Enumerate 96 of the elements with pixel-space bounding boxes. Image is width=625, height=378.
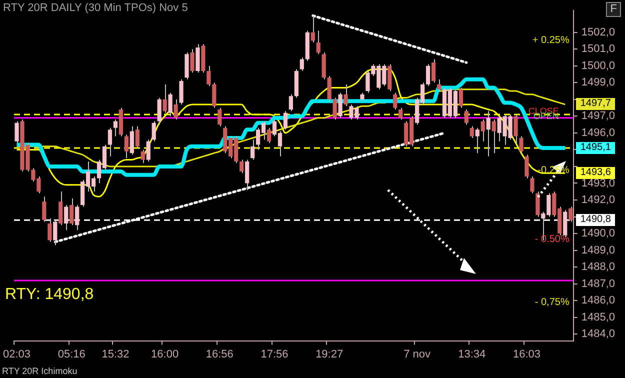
annotation: 1497,7 [576,98,615,110]
candlestick [58,191,63,226]
candlestick [393,92,398,110]
candlestick [240,159,244,174]
candlestick [70,198,74,226]
y-tick-label: 1502,0 [581,26,616,38]
candlestick [190,48,194,74]
annotation: 1495,1 [576,142,615,154]
y-tick-label: 1486,0 [581,294,616,307]
annotation: RTY: 1490,8 [5,286,94,303]
x-tick-label: 15:32 [102,348,130,360]
candlestick [212,82,216,108]
candlestick [310,15,315,43]
candlestick [146,139,150,162]
candlestick [536,191,540,218]
candlestick [464,108,468,126]
candlestick [530,176,534,194]
x-tick-label: 7 nov [404,348,432,360]
x-tick-label: 02:03 [3,348,31,360]
annotation: + 0.25% [532,35,570,46]
y-tick-label: 1488,0 [581,261,616,274]
y-tick-label: 1487,0 [581,278,616,290]
x-tick-label: 16:00 [151,348,179,360]
candlestick [42,196,46,222]
candlestick [519,136,524,154]
candlestick [398,107,403,120]
candlestick [300,57,304,72]
candlestick [14,120,19,144]
y-tick-label: 1484,0 [581,328,616,340]
candlestick [568,206,573,222]
candlestick [338,92,342,118]
candlestick [322,52,326,80]
candlestick [184,52,189,80]
candlestick [470,126,474,138]
candlestick [162,84,167,114]
candlestick [130,126,134,156]
annotation: - 0.50% [534,234,570,245]
candlestick [206,65,211,87]
x-tick-label: 05:16 [58,348,86,360]
y-tick-label: 1496,0 [581,126,616,139]
candlestick [135,126,140,149]
x-tick-label: 19:27 [316,348,344,360]
y-tick-label: 1499,0 [581,76,616,89]
candlestick [316,30,320,55]
candlestick [250,139,255,160]
candlestick [157,97,162,126]
candlestick [113,119,118,137]
text: RTY 20R Ichimoku [2,366,78,376]
annotation: 1493,6 [576,167,615,180]
candlestick [486,110,490,157]
candlestick [179,78,184,105]
candlestick [245,159,250,190]
chart-title: RTY 20R DAILY (30 Min TPOs) Nov 5 [3,2,188,14]
candlestick [75,204,80,231]
y-tick-label: 1485,0 [581,311,616,324]
candlestick [288,94,294,112]
candlestick [458,87,463,108]
candlestick [108,127,112,157]
annotation: - 0,75% [534,297,570,308]
candlestick [124,134,128,159]
x-tick-label: 16:56 [206,348,234,360]
candlestick [332,97,337,120]
y-tick-label: 1497,0 [581,110,616,122]
annotation: 1490,8 [576,214,615,226]
y-tick-label: 1490,0 [581,228,616,240]
y-tick-label: 1501,0 [581,43,616,56]
candlestick [475,127,480,154]
candlestick [388,64,392,92]
candlestick [480,119,485,142]
candlestick [48,218,52,242]
candlestick [53,220,58,246]
candlestick [524,154,529,179]
candlestick [64,204,68,231]
candlestick [152,120,156,142]
candlestick [196,44,200,74]
candlestick [283,110,288,130]
candlestick [218,107,222,127]
y-tick-label: 1489,0 [581,244,616,256]
x-tick-label: 17:56 [260,348,288,360]
candlestick [266,127,272,144]
y-tick-label: 1493,0 [581,177,616,190]
candlestick [140,149,145,164]
candlestick [436,78,442,92]
text: F [606,2,621,17]
candlestick [492,119,496,154]
x-tick-label: 13:34 [458,348,486,360]
y-tick-label: 1500,0 [581,60,616,72]
candlestick [431,58,436,84]
candlestick [514,114,518,144]
candlestick [174,98,178,120]
candlestick [426,64,430,87]
candlestick [344,84,348,107]
candlestick [168,92,172,117]
candlestick [327,75,332,102]
x-tick-label: 16:03 [512,348,541,360]
y-tick-label: 1492,0 [581,194,616,206]
